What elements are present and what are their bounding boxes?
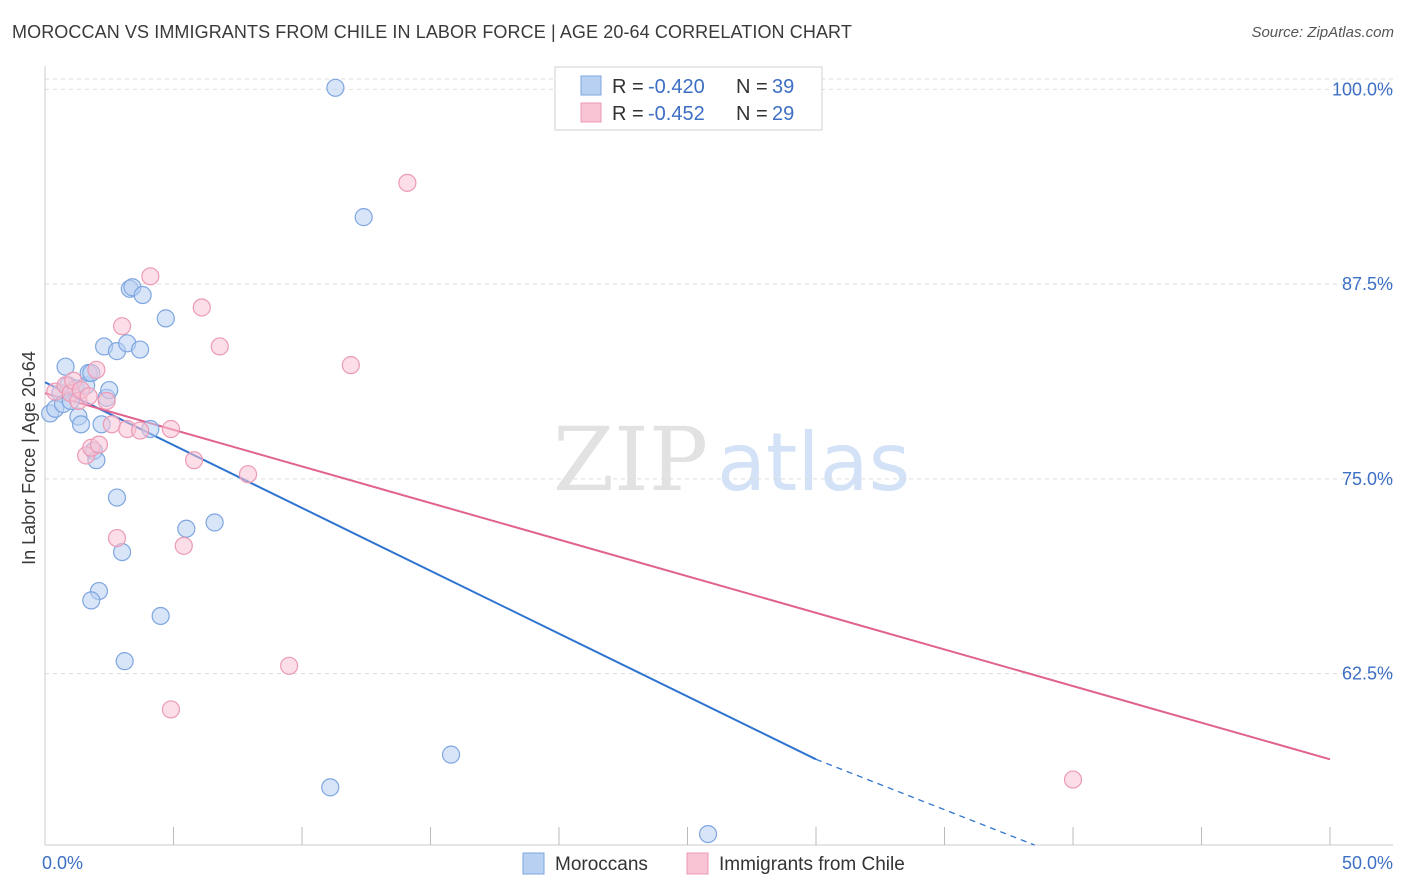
chile-point-17 (161, 419, 181, 439)
legend-swatch-chile (580, 102, 602, 123)
chile-point-10 (97, 391, 116, 411)
moroccans-point-31 (156, 309, 175, 328)
chile-point-28 (79, 387, 98, 406)
moroccans-point-36 (354, 208, 373, 227)
legend-r-label-moroccans: R = (612, 76, 644, 98)
y-axis-label: In Labor Force | Age 20-64 (19, 351, 39, 565)
y-tick-label-1: 87.5% (1342, 274, 1393, 294)
moroccans-point-28 (133, 285, 152, 305)
x-tick-label-right: 50.0% (1342, 853, 1393, 873)
legend-r-value-chile: -0.452 (648, 103, 705, 125)
watermark-atlas: atlas (717, 416, 910, 509)
chart-source: Source: ZipAtlas.com (1251, 24, 1394, 41)
chile-point-21 (210, 337, 229, 356)
chile-point-24 (341, 356, 360, 375)
watermark: ZIP atlas (553, 408, 910, 511)
moroccans-trend-line (44, 381, 817, 761)
moroccans-point-20 (107, 488, 127, 507)
chile-point-15 (130, 421, 150, 440)
moroccans-point-9 (71, 415, 91, 434)
chile-trend-line (44, 392, 1331, 761)
moroccans-point-4 (56, 357, 75, 376)
chile-point-9 (89, 435, 109, 454)
chile-point-18 (174, 536, 193, 555)
moroccans-point-30 (151, 606, 170, 626)
moroccans-point-23 (115, 652, 134, 671)
axes (44, 66, 1393, 846)
moroccans-point-35 (321, 778, 340, 797)
legend-swatch-moroccans (580, 75, 602, 96)
bottom-legend-label-moroccans: Moroccans (555, 854, 648, 875)
moroccans-point-27 (130, 340, 150, 359)
bottom-legend-swatch-chile (686, 852, 709, 875)
legend-r-label-chile: R = (612, 103, 644, 125)
moroccans-point-32 (177, 519, 196, 538)
chile-point-26 (398, 173, 417, 192)
moroccans-point-38 (698, 824, 718, 844)
bottom-legend-label-chile: Immigrants from Chile (719, 854, 905, 875)
moroccans-point-37 (441, 745, 461, 764)
bottom-legend: Moroccans Immigrants from Chile (522, 852, 905, 875)
chile-point-20 (192, 298, 211, 317)
y-tick-label-3: 62.5% (1342, 664, 1393, 684)
x-tick-label-left: 0.0% (42, 853, 83, 873)
y-tick-label-2: 75.0% (1342, 469, 1393, 489)
moroccans-point-39 (82, 591, 101, 610)
legend-n-value-moroccans: 39 (772, 76, 794, 98)
legend-n-label-chile: N = (736, 103, 768, 125)
chile-point-23 (280, 656, 299, 675)
moroccans-trend-extension (815, 758, 1035, 846)
watermark-zip: ZIP (553, 408, 708, 511)
moroccans-point-34 (326, 78, 345, 97)
bottom-legend-swatch-moroccans (522, 852, 545, 875)
legend-n-value-chile: 29 (772, 103, 794, 125)
chile-point-11 (102, 415, 121, 434)
chile-point-25 (161, 700, 181, 719)
chile-point-12 (107, 528, 127, 548)
chile-point-16 (141, 267, 160, 286)
y-tick-label-0: 100.0% (1332, 79, 1393, 99)
data-points (41, 78, 1083, 844)
chart-title: MOROCCAN VS IMMIGRANTS FROM CHILE IN LAB… (12, 22, 852, 42)
legend-n-label-moroccans: N = (736, 76, 768, 98)
chile-point-22 (238, 465, 258, 484)
moroccans-point-33 (205, 513, 224, 532)
chile-point-8 (87, 360, 106, 379)
chile-point-19 (184, 451, 204, 470)
legend-r-value-moroccans: -0.420 (648, 76, 705, 98)
trend-lines (44, 381, 1331, 846)
tick-labels: 100.0% 87.5% 75.0% 62.5% 0.0% 50.0% (42, 79, 1393, 873)
legend-box: R = -0.420 N = 39 R = -0.452 N = 29 (554, 66, 823, 131)
chile-point-13 (112, 317, 132, 336)
chile-point-27 (1063, 770, 1083, 789)
